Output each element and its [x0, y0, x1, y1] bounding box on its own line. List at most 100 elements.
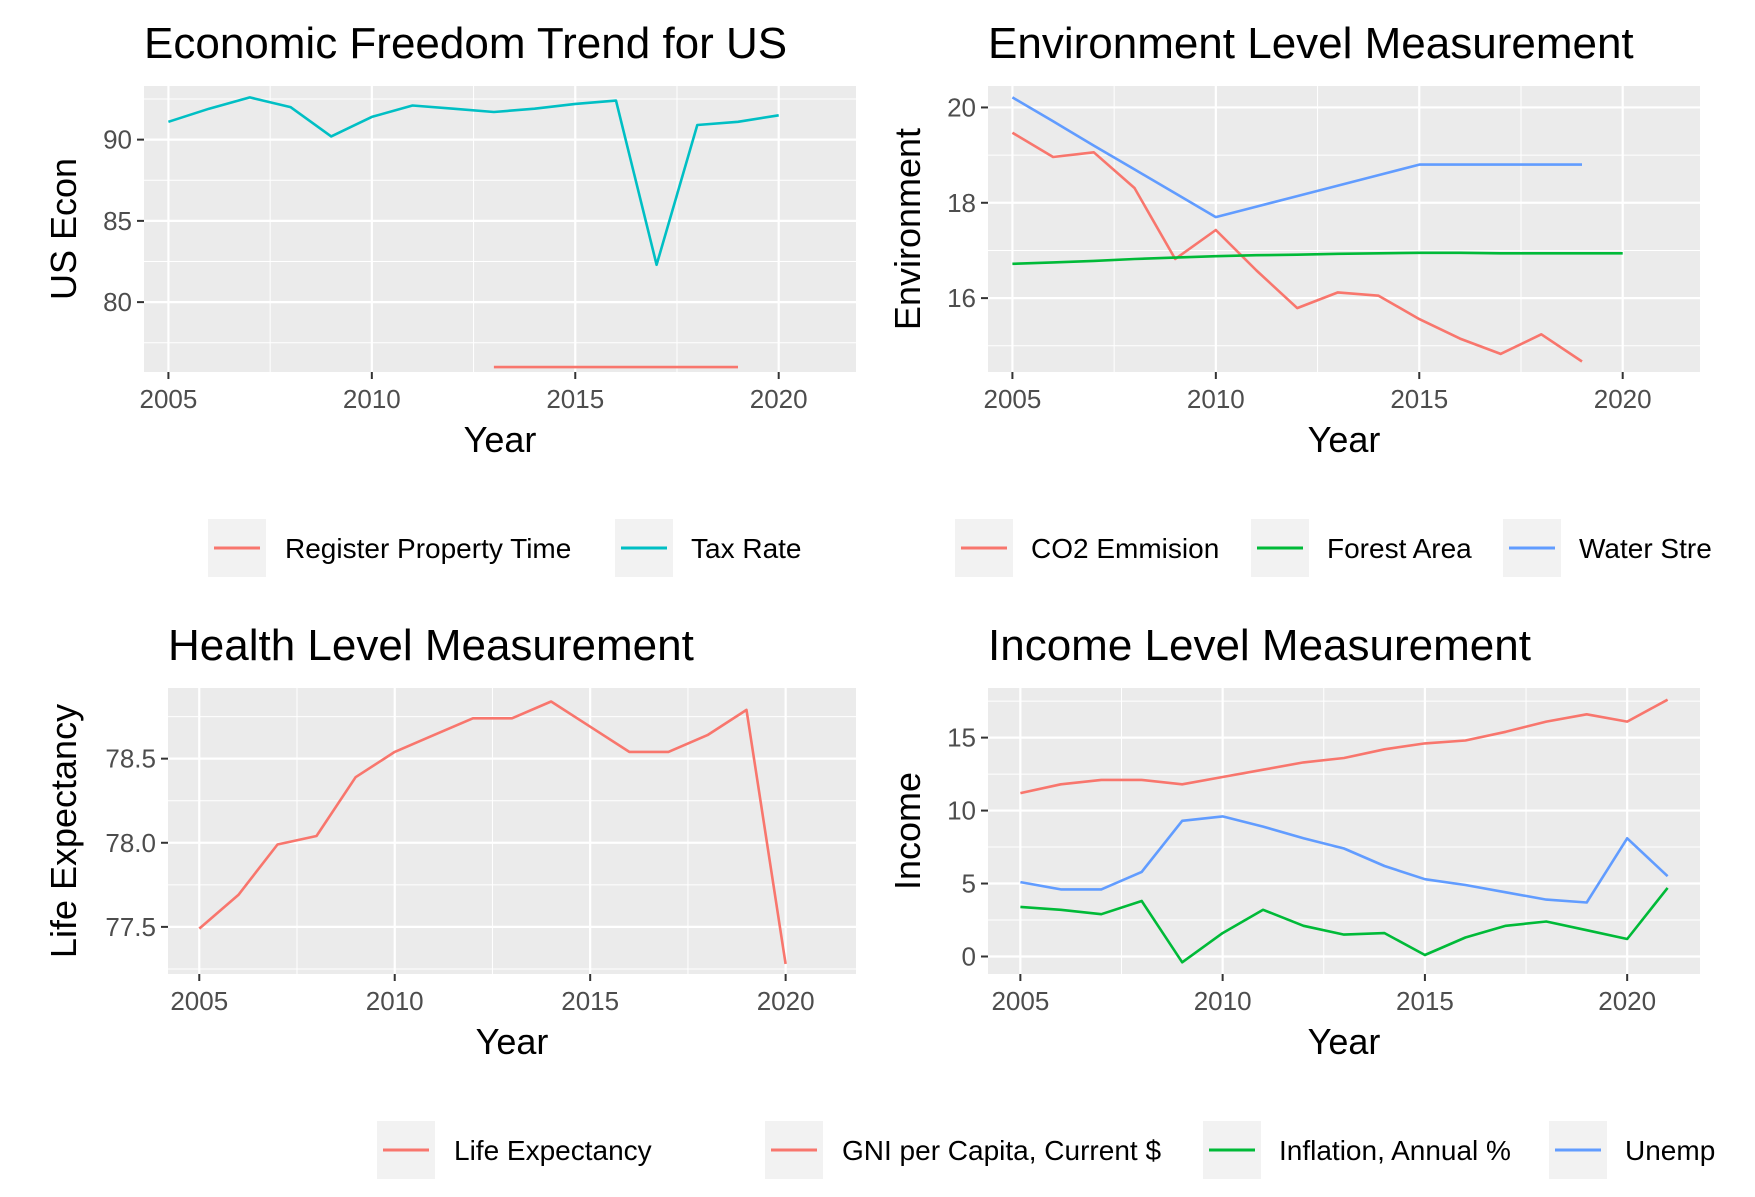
legend-label: Forest Area [1327, 533, 1472, 564]
data-point [315, 834, 319, 838]
data-point [1463, 883, 1467, 887]
legend-label: Tax Rate [691, 533, 802, 564]
data-point [533, 365, 537, 369]
data-point [573, 365, 577, 369]
legend-label: CO2 Emmision [1031, 533, 1219, 564]
data-point [1010, 95, 1014, 99]
data-point [695, 365, 699, 369]
x-tick-label: 2015 [1396, 986, 1454, 1016]
data-point [1382, 864, 1386, 868]
data-point [1214, 215, 1218, 219]
data-point [510, 716, 514, 720]
data-point [705, 733, 709, 737]
y-tick-label: 78.5 [105, 744, 156, 774]
data-point [1059, 887, 1063, 891]
data-point [1342, 756, 1346, 760]
legend-label: Unemp [1625, 1135, 1715, 1166]
x-tick-label: 2010 [1187, 384, 1245, 414]
data-point [1051, 155, 1055, 159]
series-line-2 [168, 96, 779, 267]
x-tick-label: 2020 [1598, 986, 1656, 1016]
data-point [1382, 931, 1386, 935]
data-point [1423, 741, 1427, 745]
data-point [1255, 268, 1259, 272]
x-tick-label: 2020 [1594, 384, 1652, 414]
y-tick-label: 90 [103, 125, 132, 155]
data-point [1099, 887, 1103, 891]
plot-panel [144, 86, 856, 372]
data-point [248, 95, 252, 99]
data-point [1423, 953, 1427, 957]
data-point [288, 105, 292, 109]
data-point [1423, 877, 1427, 881]
data-point [1342, 847, 1346, 851]
data-point [1539, 163, 1543, 167]
data-point [1059, 782, 1063, 786]
data-point [1504, 730, 1508, 734]
legend-label: GNI per Capita, Current $ [842, 1135, 1161, 1166]
data-point [1544, 919, 1548, 923]
chart-title: Health Level Measurement [168, 621, 694, 670]
data-point [1010, 131, 1014, 135]
data-point [1458, 251, 1462, 255]
data-point [614, 99, 618, 103]
y-tick-label: 10 [947, 796, 976, 826]
series-line-2 [1012, 251, 1623, 266]
y-tick-label: 5 [962, 869, 976, 899]
series-line-2 [1020, 887, 1669, 964]
data-point [1261, 825, 1265, 829]
data-point [1580, 360, 1584, 364]
data-point [1458, 163, 1462, 167]
x-axis-title: Year [1308, 419, 1381, 460]
data-point [1580, 163, 1584, 167]
data-point [1180, 819, 1184, 823]
plot-panel [988, 86, 1700, 372]
x-tick-label: 2015 [1390, 384, 1448, 414]
data-point [1261, 908, 1265, 912]
x-tick-label: 2005 [139, 384, 197, 414]
data-point [1255, 205, 1259, 209]
x-tick-label: 2015 [546, 384, 604, 414]
data-point [1666, 698, 1670, 702]
series-line-3 [1011, 96, 1582, 219]
series-line-3 [1020, 815, 1669, 904]
data-point [1377, 173, 1381, 177]
data-point [1499, 163, 1503, 167]
series-line-1 [1020, 698, 1669, 795]
data-point [1625, 937, 1629, 941]
data-point [492, 110, 496, 114]
data-point [1221, 814, 1225, 818]
data-point [655, 263, 659, 267]
x-tick-label: 2010 [1194, 986, 1252, 1016]
data-point [588, 725, 592, 729]
x-axis-title: Year [1308, 1021, 1381, 1062]
data-point [236, 893, 240, 897]
data-point [1458, 337, 1462, 341]
data-point [197, 927, 201, 931]
y-tick-label: 77.5 [105, 912, 156, 942]
data-point [1261, 768, 1265, 772]
y-axis-title: Life Expectancy [43, 704, 84, 958]
data-point [1336, 184, 1340, 188]
plot-panel [988, 688, 1700, 974]
data-point [1180, 782, 1184, 786]
data-point [1140, 870, 1144, 874]
data-point [1140, 899, 1144, 903]
data-point [1302, 924, 1306, 928]
data-point [1173, 256, 1177, 260]
data-point [549, 699, 553, 703]
data-point [1018, 905, 1022, 909]
legend-label: Inflation, Annual % [1279, 1135, 1511, 1166]
data-point [777, 113, 781, 117]
data-point [1018, 791, 1022, 795]
data-point [275, 842, 279, 846]
data-point [1417, 251, 1421, 255]
data-point [627, 750, 631, 754]
chart-panel-4: Income Level Measurement 0 5 10 15 2005 2010 20… [765, 621, 1715, 1179]
chart-title: Environment Level Measurement [988, 19, 1634, 68]
data-point [1463, 739, 1467, 743]
data-point [1132, 186, 1136, 190]
data-point [1214, 254, 1218, 258]
data-point [1099, 912, 1103, 916]
